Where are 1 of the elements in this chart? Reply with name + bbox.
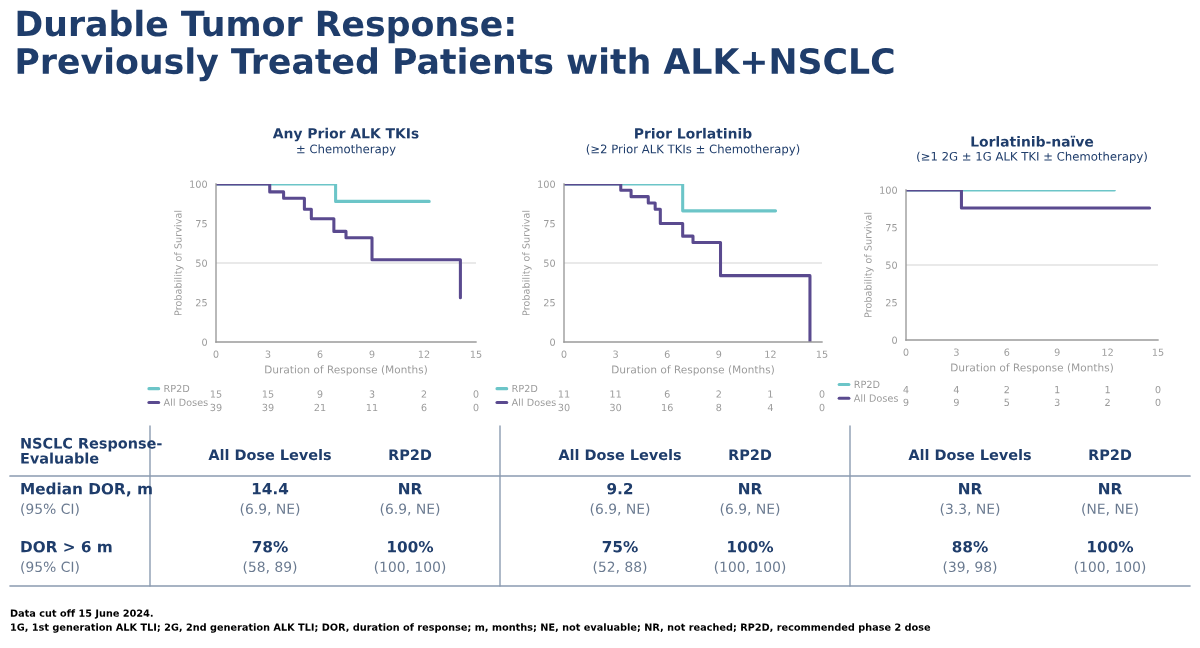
text: Durable Tumor Response: Previously Treated Patients with ALK+NSCLC — [17, 9, 894, 82]
